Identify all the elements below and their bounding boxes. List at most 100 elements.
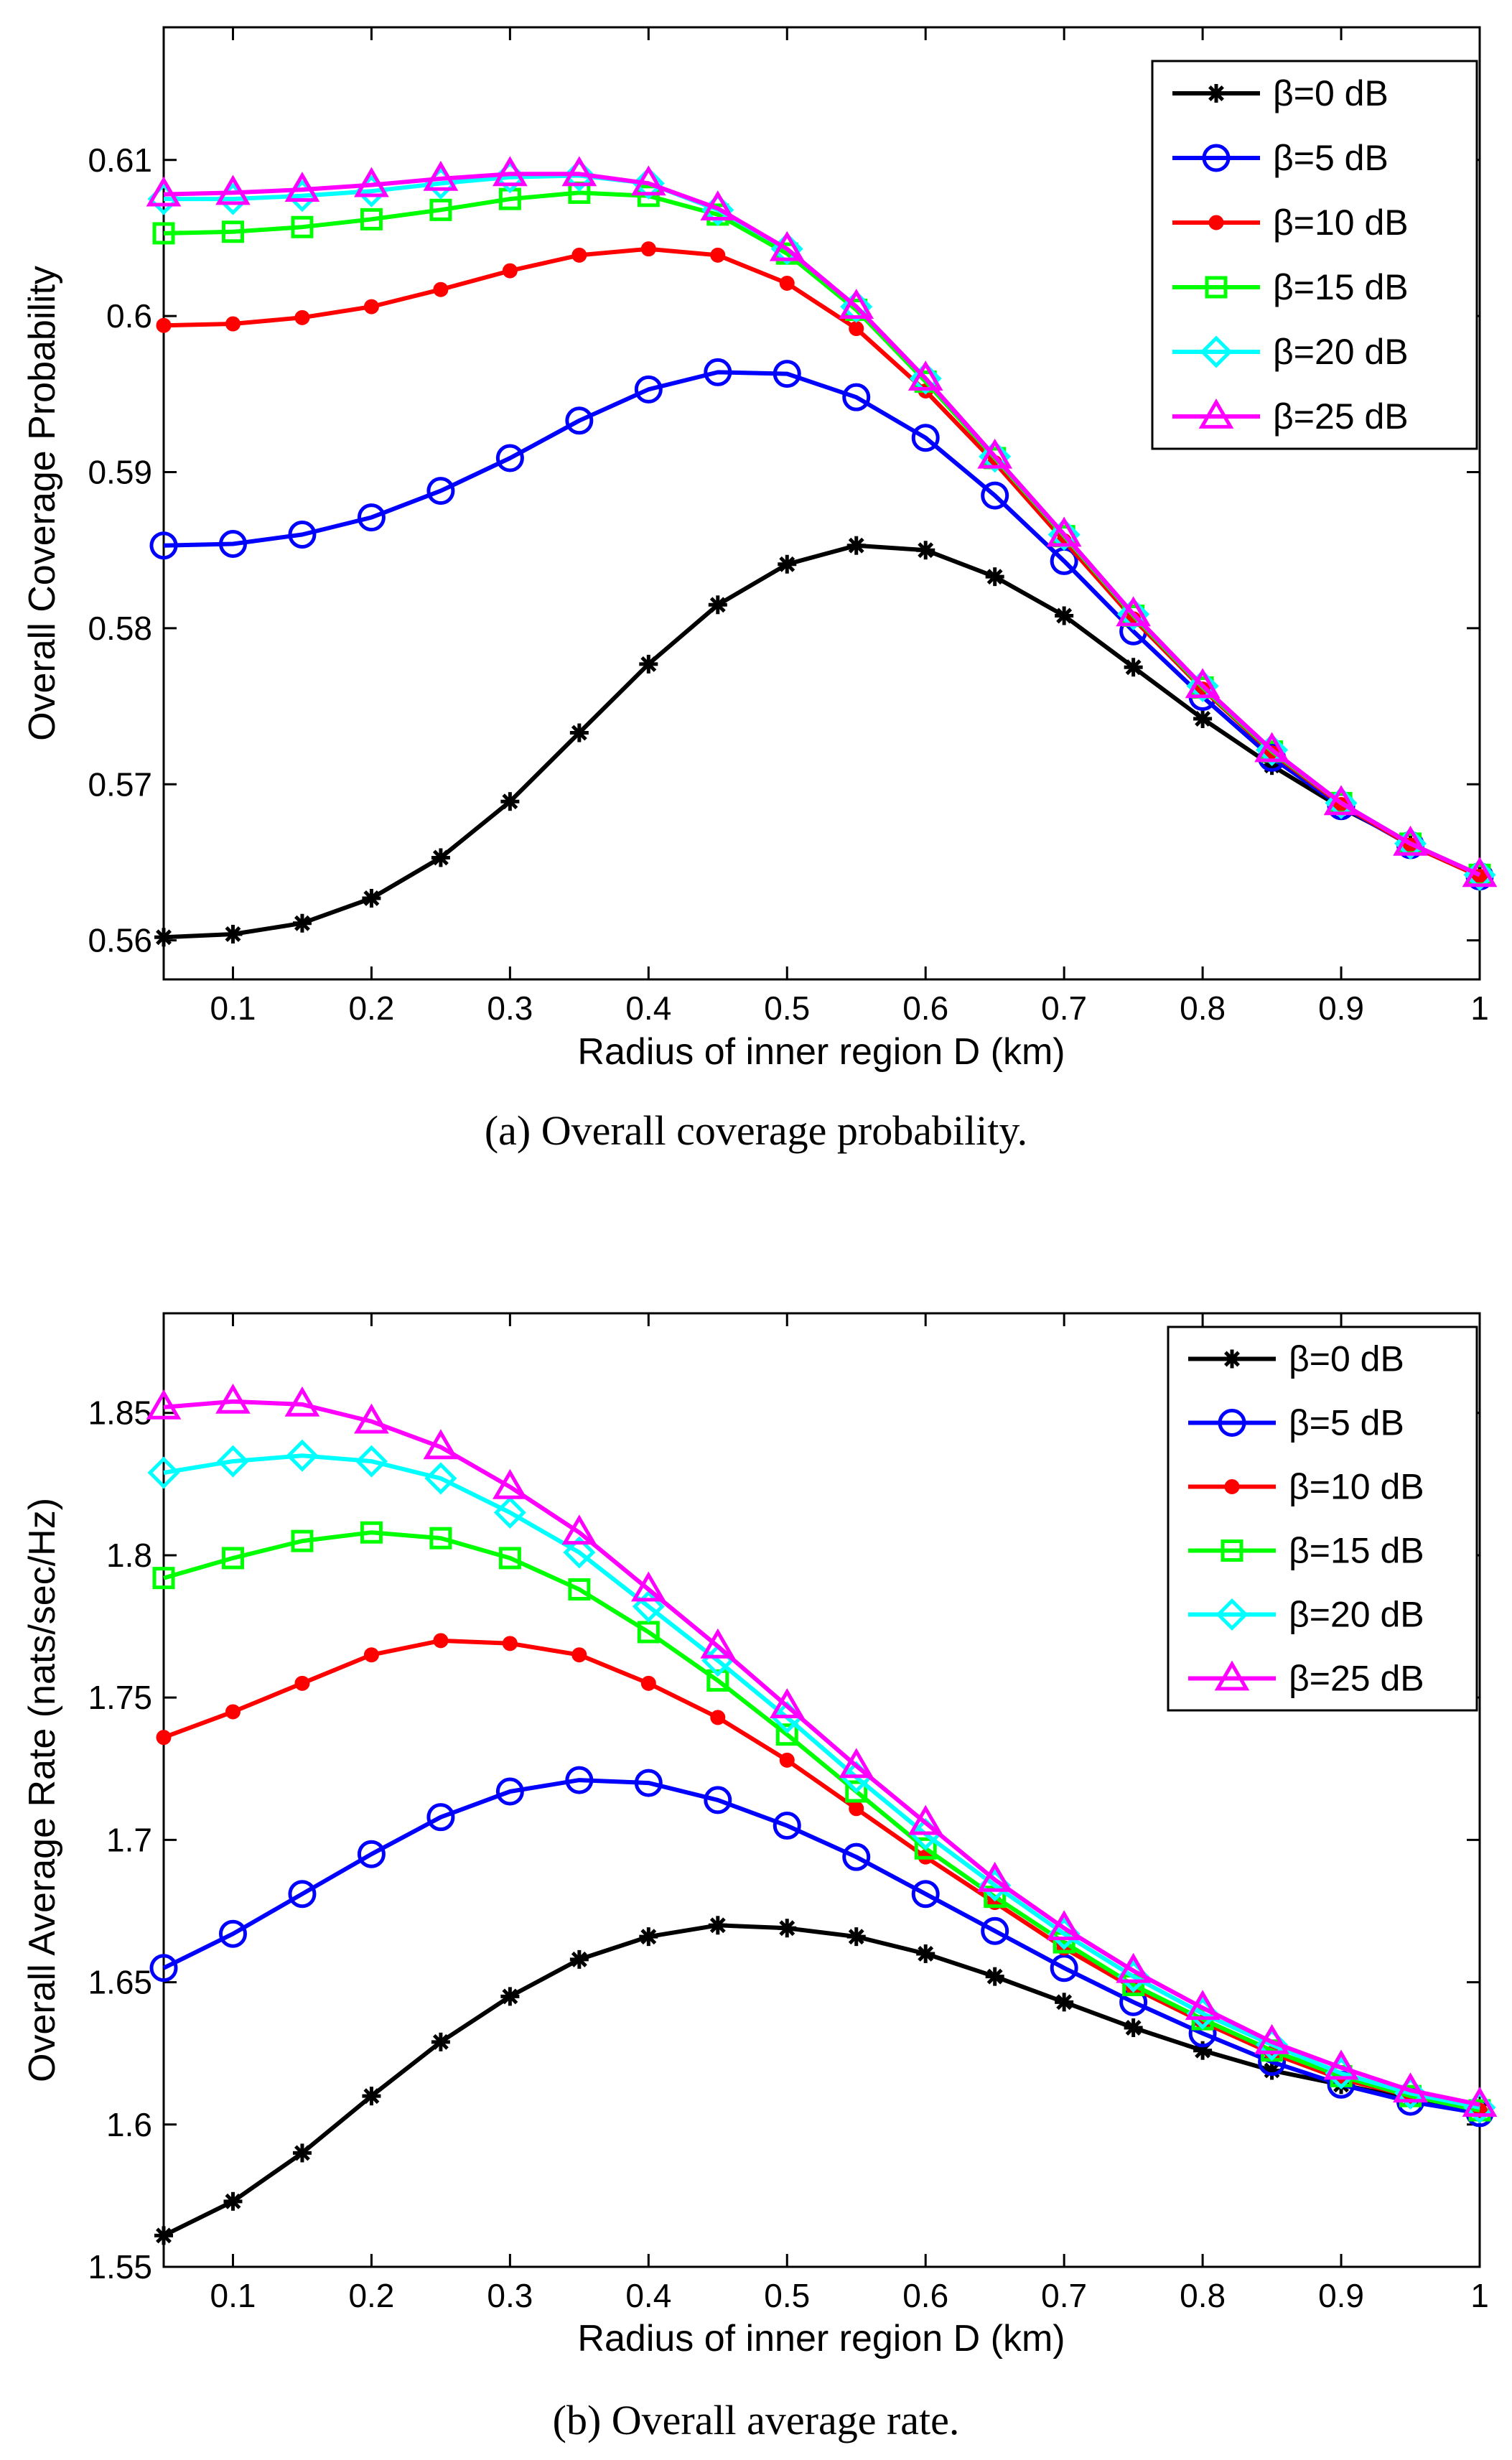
data-point — [704, 358, 732, 386]
data-point — [849, 321, 864, 337]
data-point — [979, 440, 1012, 473]
data-point — [916, 541, 935, 560]
data-point — [846, 1927, 866, 1947]
data-point — [284, 1386, 320, 1417]
data-point — [632, 1590, 665, 1623]
x-tick-label: 0.9 — [1318, 989, 1364, 1027]
legend-label: β=20 dB — [1273, 332, 1409, 372]
data-point — [156, 1730, 172, 1746]
data-point — [218, 1919, 247, 1948]
data-point — [355, 1445, 388, 1478]
data-point — [985, 1967, 1004, 1986]
data-point — [429, 1527, 452, 1550]
data-point — [700, 1628, 736, 1659]
data-point — [907, 1804, 943, 1835]
x-tick-label: 0.8 — [1180, 989, 1226, 1027]
data-point — [1186, 669, 1219, 702]
data-point — [363, 299, 379, 315]
data-point — [639, 1927, 658, 1947]
legend-item: β=10 dB — [1188, 1467, 1424, 1507]
x-tick-label: 0.8 — [1180, 2277, 1226, 2314]
x-tick-label: 0.9 — [1318, 2277, 1364, 2314]
data-point — [700, 190, 736, 221]
chart-caption: (b) Overall average rate. — [553, 2397, 960, 2443]
y-tick-label: 0.61 — [88, 141, 152, 179]
legend-marker — [1214, 1660, 1250, 1691]
data-point — [1124, 658, 1143, 677]
legend-marker — [1205, 276, 1228, 299]
data-point — [354, 167, 389, 197]
data-point — [1254, 732, 1289, 763]
data-point — [914, 1837, 937, 1860]
data-point — [778, 1919, 797, 1938]
data-point — [1055, 606, 1074, 625]
data-point — [502, 1636, 518, 1651]
x-tick-label: 0.5 — [764, 2277, 810, 2314]
x-tick-label: 0.4 — [625, 2277, 671, 2314]
legend-item: β=20 dB — [1172, 332, 1409, 372]
data-point — [571, 1647, 587, 1663]
data-point — [1047, 518, 1081, 551]
x-tick-label: 0.6 — [902, 2277, 948, 2314]
data-point — [907, 360, 943, 391]
y-tick-label: 0.58 — [88, 610, 152, 647]
legend-marker — [1215, 1598, 1249, 1631]
data-point — [149, 1954, 178, 1983]
legend-item: β=20 dB — [1188, 1595, 1424, 1635]
data-point — [225, 316, 241, 332]
legend-label: β=10 dB — [1289, 1467, 1424, 1507]
y-tick-label: 1.6 — [106, 2106, 152, 2143]
data-point — [424, 1462, 457, 1495]
data-point — [637, 185, 660, 208]
legend-item: β=10 dB — [1172, 202, 1409, 243]
legend-marker — [1221, 1539, 1243, 1562]
data-point — [1116, 596, 1151, 627]
data-point — [981, 1916, 1009, 1945]
data-point — [911, 424, 940, 452]
data-point — [1124, 2018, 1143, 2038]
legend-box — [1167, 1325, 1478, 1712]
x-axis-label: Radius of inner region D (km) — [577, 1031, 1065, 1073]
chart-coverage-probability: 0.1 0.2 0.3 0.4 0.5 0.6 0.7 0.8 0.9 1 0.56 0.57 0.58… — [22, 26, 1498, 1154]
chart-average-rate: 0.1 0.2 0.3 0.4 0.5 0.6 0.7 0.8 0.9 1 1.55 1.6 1.65 1… — [22, 1312, 1498, 2443]
y-tick-label: 1.85 — [88, 1394, 152, 1432]
legend-marker — [1208, 215, 1224, 230]
data-point — [294, 309, 310, 325]
data-point — [563, 159, 596, 192]
data-point — [493, 1468, 528, 1499]
series-5db — [149, 1766, 1494, 2128]
data-point — [1256, 733, 1289, 766]
y-tick-label: 1.8 — [106, 1537, 152, 1574]
y-tick-label: 0.56 — [88, 922, 152, 959]
data-point — [571, 247, 587, 263]
data-point — [215, 174, 251, 205]
x-tick-label: 1 — [1470, 989, 1489, 1027]
data-point — [493, 1496, 526, 1529]
data-point — [288, 520, 317, 549]
data-point — [840, 290, 873, 323]
legend-label: β=0 dB — [1289, 1339, 1404, 1379]
data-point — [216, 1445, 250, 1478]
legend-marker — [1200, 335, 1233, 368]
data-point — [710, 247, 726, 263]
data-point — [845, 1780, 868, 1803]
data-point — [357, 1840, 386, 1868]
legend-item: β=0 dB — [1188, 1339, 1404, 1379]
data-point — [363, 1647, 379, 1663]
chart-caption: (a) Overall coverage probability. — [485, 1107, 1027, 1154]
data-point — [1462, 2087, 1498, 2117]
data-point — [426, 477, 455, 505]
data-point — [637, 1621, 660, 1644]
data-point — [426, 1803, 455, 1832]
data-point — [223, 924, 243, 944]
data-point — [291, 215, 314, 238]
data-point — [565, 1766, 594, 1794]
data-point — [634, 1769, 663, 1797]
data-point — [354, 1403, 389, 1434]
data-point — [1193, 709, 1213, 728]
data-point — [223, 2191, 243, 2211]
data-point — [1393, 2072, 1428, 2103]
x-tick-label: 0.3 — [487, 2277, 533, 2314]
data-point — [1393, 825, 1428, 856]
legend-marker — [1207, 84, 1226, 103]
